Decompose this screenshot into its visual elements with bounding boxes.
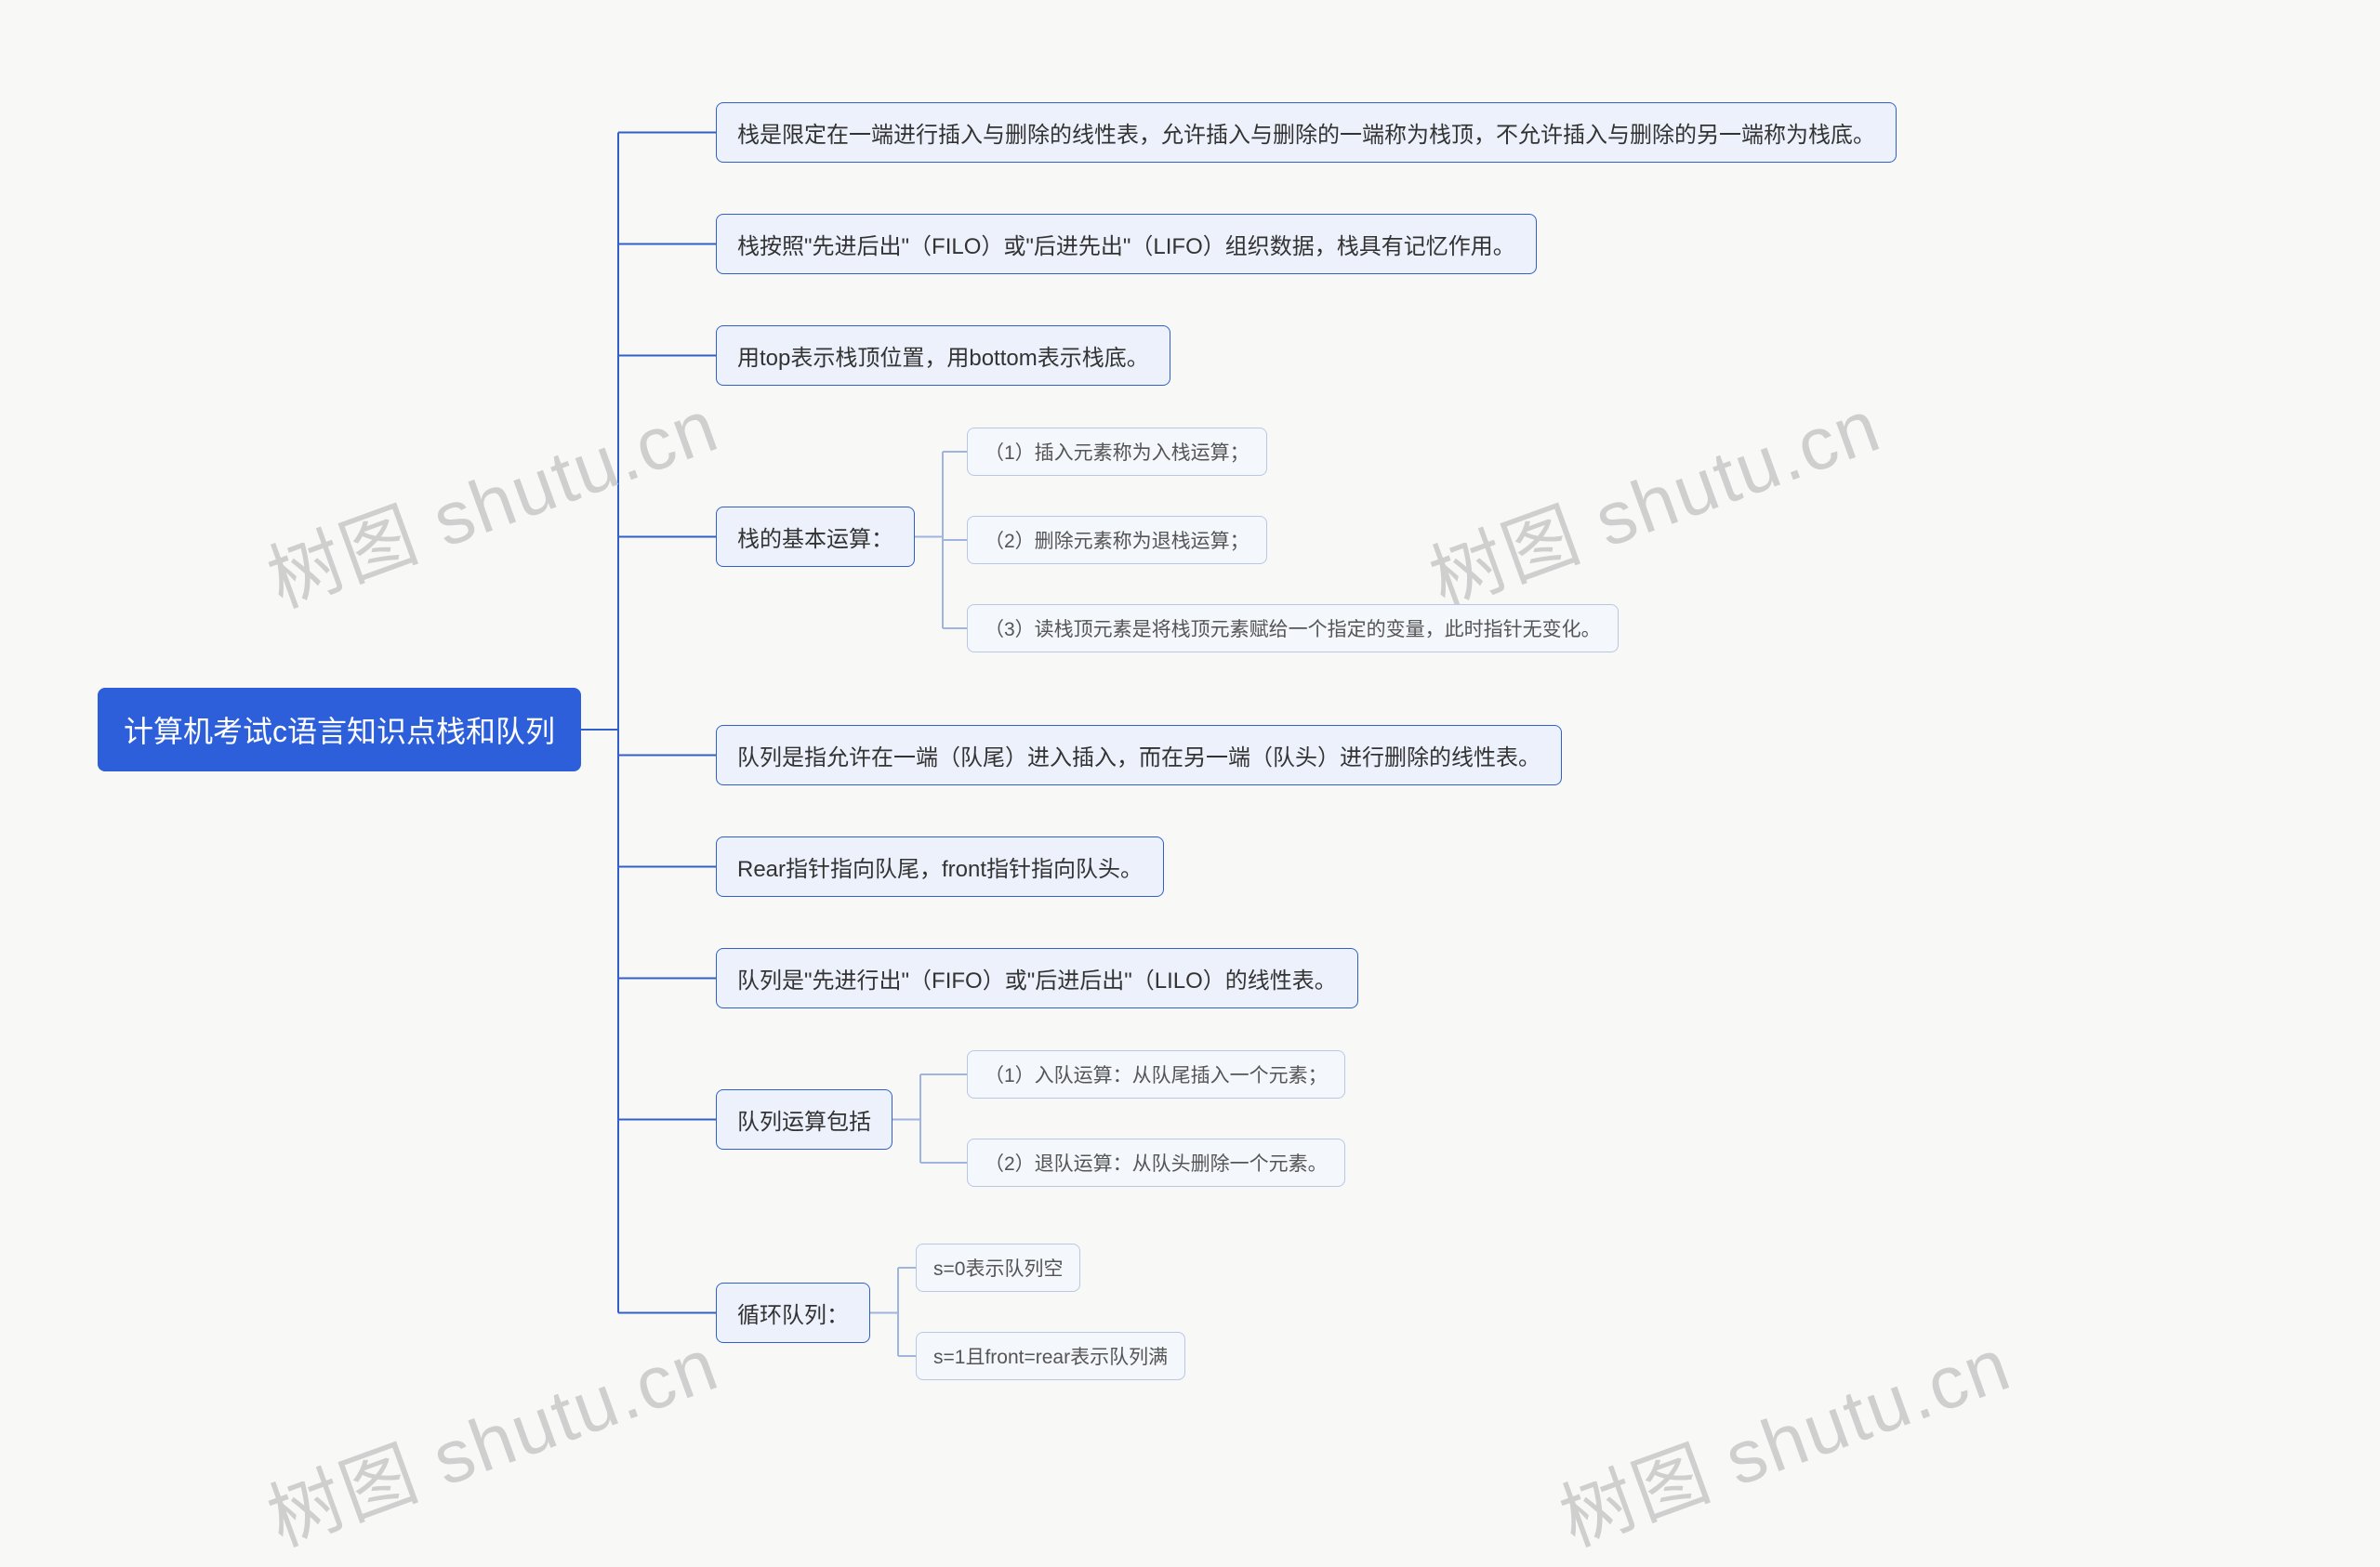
- branch-node-b9[interactable]: 循环队列：: [716, 1283, 870, 1343]
- root-label: 计算机考试c语言知识点栈和队列: [124, 715, 555, 748]
- branch-label: 队列是指允许在一端（队尾）进入插入，而在另一端（队头）进行删除的线性表。: [737, 745, 1540, 770]
- leaf-node[interactable]: （2）删除元素称为退栈运算；: [967, 516, 1267, 564]
- leaf-node[interactable]: （1）插入元素称为入栈运算；: [967, 428, 1267, 476]
- branch-node-b4[interactable]: 栈的基本运算：: [716, 507, 915, 567]
- branch-node-b7[interactable]: 队列是"先进行出"（FIFO）或"后进后出"（LILO）的线性表。: [716, 948, 1358, 1008]
- branch-node-b2[interactable]: 栈按照"先进后出"（FILO）或"后进先出"（LIFO）组织数据，栈具有记忆作用…: [716, 214, 1537, 274]
- branch-node-b6[interactable]: Rear指针指向队尾，front指针指向队头。: [716, 836, 1164, 897]
- branch-label: 用top表示栈顶位置，用bottom表示栈底。: [737, 346, 1149, 371]
- branch-label: Rear指针指向队尾，front指针指向队头。: [737, 857, 1143, 882]
- branch-label: 栈的基本运算：: [737, 527, 893, 552]
- leaf-label: （3）读栈顶元素是将栈顶元素赋给一个指定的变量，此时指针无变化。: [985, 619, 1601, 640]
- branch-node-b3[interactable]: 用top表示栈顶位置，用bottom表示栈底。: [716, 325, 1170, 386]
- leaf-label: s=0表示队列空: [933, 1258, 1063, 1280]
- leaf-node[interactable]: s=1且front=rear表示队列满: [916, 1332, 1185, 1380]
- leaf-label: （2）退队运算：从队头删除一个元素。: [985, 1153, 1328, 1175]
- leaf-label: （2）删除元素称为退栈运算；: [985, 531, 1250, 552]
- branch-label: 栈是限定在一端进行插入与删除的线性表，允许插入与删除的一端称为栈顶，不允许插入与…: [737, 123, 1875, 148]
- leaf-node[interactable]: （3）读栈顶元素是将栈顶元素赋给一个指定的变量，此时指针无变化。: [967, 604, 1619, 652]
- leaf-label: （1）插入元素称为入栈运算；: [985, 442, 1250, 464]
- watermark: 树图 shutu.cn: [1543, 1305, 2023, 1567]
- branch-label: 队列运算包括: [737, 1110, 871, 1135]
- root-node[interactable]: 计算机考试c语言知识点栈和队列: [98, 688, 581, 771]
- branch-node-b8[interactable]: 队列运算包括: [716, 1089, 892, 1150]
- leaf-node[interactable]: （1）入队运算：从队尾插入一个元素；: [967, 1050, 1345, 1099]
- leaf-node[interactable]: s=0表示队列空: [916, 1244, 1080, 1292]
- leaf-label: （1）入队运算：从队尾插入一个元素；: [985, 1065, 1328, 1086]
- watermark: 树图 shutu.cn: [1413, 366, 1893, 628]
- watermark: 树图 shutu.cn: [251, 366, 731, 628]
- leaf-node[interactable]: （2）退队运算：从队头删除一个元素。: [967, 1139, 1345, 1187]
- watermark: 树图 shutu.cn: [251, 1305, 731, 1567]
- leaf-label: s=1且front=rear表示队列满: [933, 1347, 1168, 1368]
- branch-node-b5[interactable]: 队列是指允许在一端（队尾）进入插入，而在另一端（队头）进行删除的线性表。: [716, 725, 1562, 785]
- branch-label: 循环队列：: [737, 1303, 849, 1328]
- branch-label: 栈按照"先进后出"（FILO）或"后进先出"（LIFO）组织数据，栈具有记忆作用…: [737, 234, 1515, 259]
- branch-node-b1[interactable]: 栈是限定在一端进行插入与删除的线性表，允许插入与删除的一端称为栈顶，不允许插入与…: [716, 102, 1897, 163]
- branch-label: 队列是"先进行出"（FIFO）或"后进后出"（LILO）的线性表。: [737, 968, 1337, 994]
